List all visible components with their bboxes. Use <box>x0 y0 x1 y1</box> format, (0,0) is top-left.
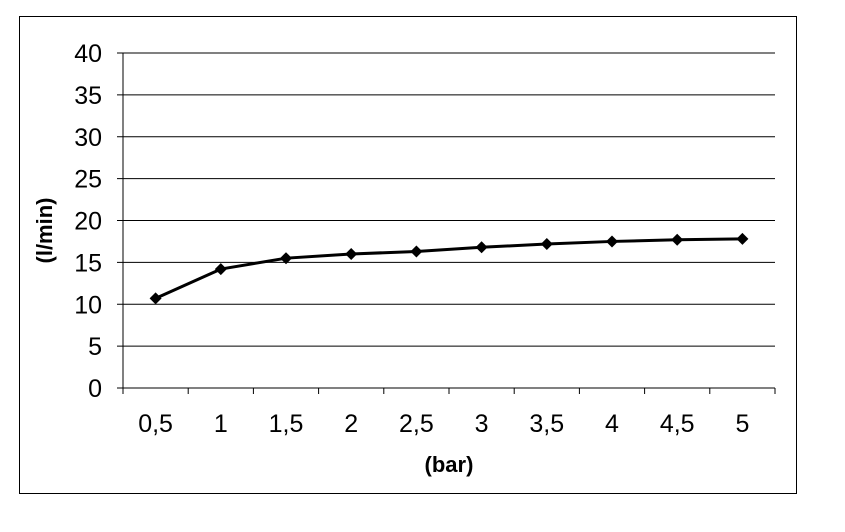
x-tick-label: 2 <box>344 410 358 438</box>
y-tick-label: 15 <box>74 249 102 277</box>
data-point-marker <box>671 233 684 246</box>
data-point-marker <box>606 235 618 248</box>
y-tick-labels: 0 5 10 15 20 25 30 35 40 <box>74 40 102 403</box>
x-tick-label: 4 <box>605 410 619 438</box>
data-point-marker <box>540 237 553 250</box>
y-tick-label: 40 <box>74 40 102 68</box>
x-tick-label: 3,5 <box>529 410 564 438</box>
x-tick-label: 3 <box>475 410 489 438</box>
y-axis-title: (l/min) <box>32 198 57 264</box>
x-tick-label: 5 <box>735 410 749 438</box>
x-tick-label: 1,5 <box>269 410 304 438</box>
data-point-marker <box>410 245 423 258</box>
data-point-marker <box>149 292 162 305</box>
y-tick-label: 30 <box>74 124 102 152</box>
y-tick-label: 35 <box>74 82 102 110</box>
data-point-marker <box>475 241 488 254</box>
data-series <box>149 232 749 305</box>
x-tick-label: 1 <box>214 410 228 438</box>
y-tick-label: 20 <box>74 208 102 236</box>
x-tick-label: 0,5 <box>138 410 173 438</box>
y-tick-label: 0 <box>88 375 102 403</box>
y-tick-label: 25 <box>74 166 102 194</box>
gridlines <box>117 52 775 389</box>
x-tick-label: 4,5 <box>660 410 695 438</box>
data-point-marker <box>214 263 227 276</box>
series-line <box>154 237 743 300</box>
x-axis-title: (bar) <box>425 452 474 477</box>
x-tick-labels: 0,5 1 1,5 2 2,5 3 3,5 4 4,5 5 <box>122 388 776 438</box>
data-point-marker <box>736 232 749 245</box>
x-tick-label: 2,5 <box>399 410 434 438</box>
y-tick-label: 10 <box>74 291 102 319</box>
data-point-marker <box>345 248 358 260</box>
chart-frame <box>19 16 797 494</box>
y-tick-label: 5 <box>88 333 102 361</box>
data-point-marker <box>280 252 292 265</box>
